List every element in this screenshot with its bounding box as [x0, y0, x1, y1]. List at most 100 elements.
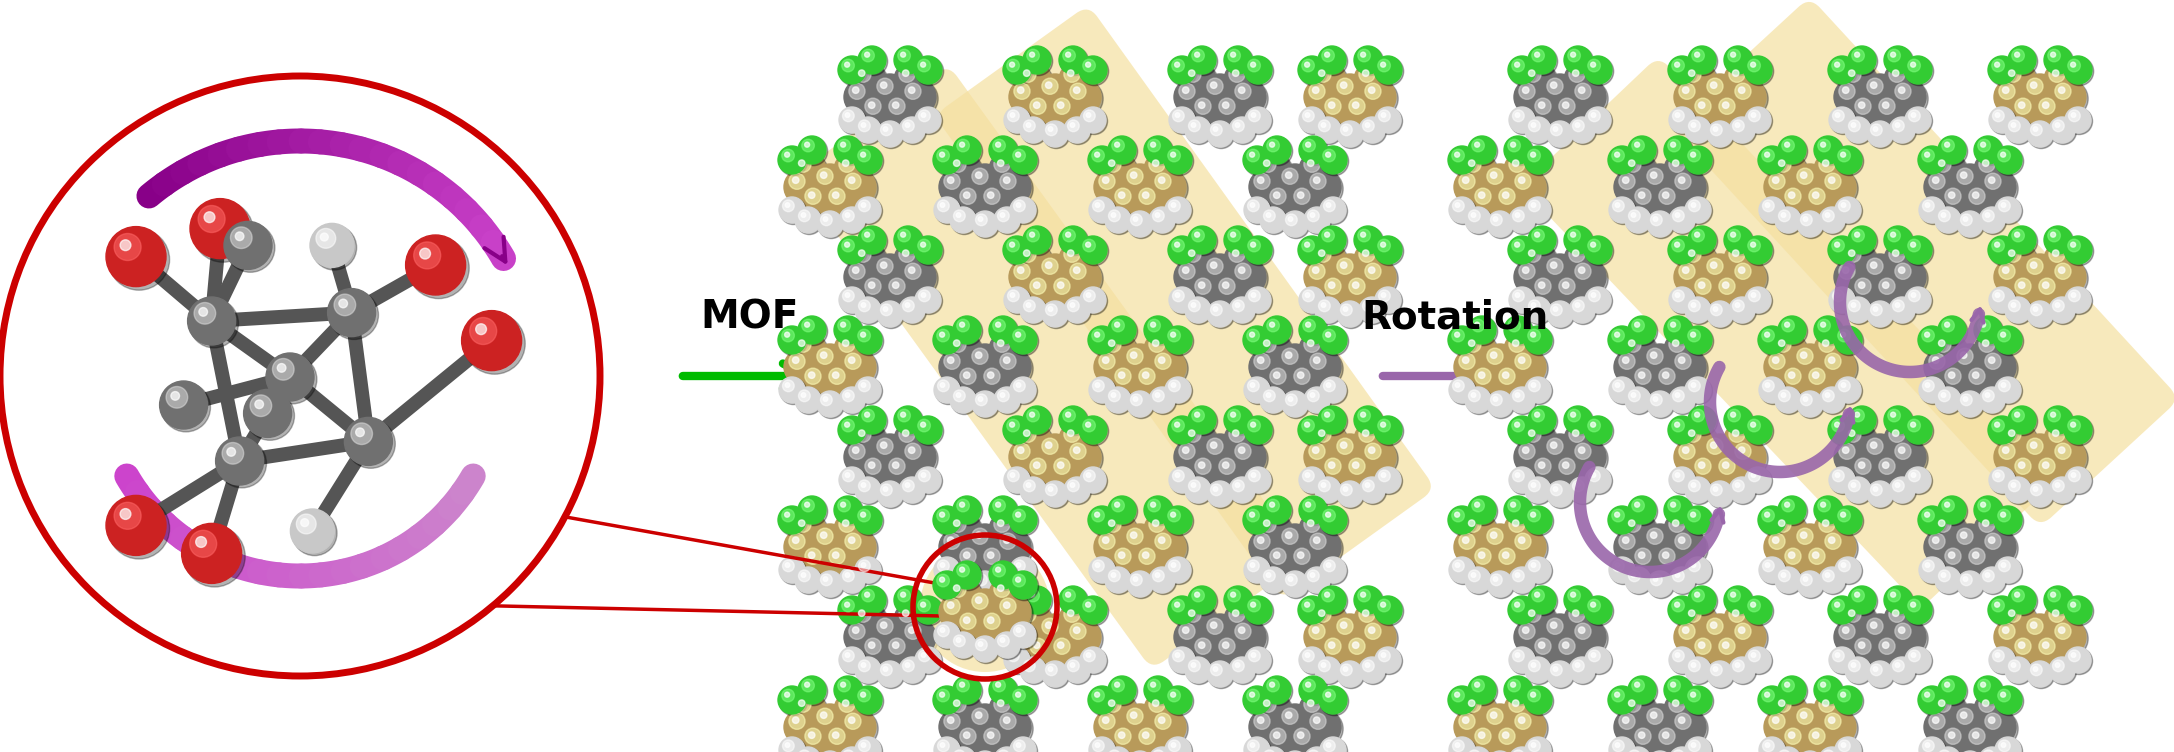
Circle shape [1300, 332, 1335, 368]
Circle shape [315, 229, 335, 248]
Circle shape [2004, 426, 2022, 442]
Circle shape [1670, 322, 1676, 327]
Circle shape [1774, 336, 1791, 353]
Circle shape [1459, 713, 1476, 729]
Circle shape [1833, 650, 1844, 662]
Circle shape [1135, 184, 1170, 220]
Circle shape [1870, 304, 1883, 316]
Circle shape [1087, 473, 1091, 478]
Circle shape [978, 364, 1015, 400]
Circle shape [989, 512, 1024, 548]
Circle shape [1785, 548, 1800, 564]
Circle shape [961, 728, 976, 744]
Circle shape [1283, 348, 1298, 364]
Circle shape [1304, 207, 1330, 233]
Circle shape [846, 713, 861, 729]
Circle shape [967, 705, 1004, 742]
Circle shape [1070, 663, 1074, 668]
Circle shape [833, 372, 839, 378]
Circle shape [1020, 477, 1046, 503]
Circle shape [1867, 482, 1894, 508]
Circle shape [2035, 456, 2072, 492]
Circle shape [1254, 713, 1270, 729]
Circle shape [1852, 96, 1889, 132]
Circle shape [1059, 422, 1096, 458]
Circle shape [1891, 430, 1898, 436]
Circle shape [954, 562, 983, 590]
Circle shape [915, 107, 941, 133]
Circle shape [2028, 122, 2054, 149]
Circle shape [1470, 317, 1498, 346]
Circle shape [1317, 120, 1330, 132]
Circle shape [1302, 239, 1315, 252]
Circle shape [994, 336, 1011, 353]
Circle shape [1454, 562, 1459, 568]
Circle shape [1022, 298, 1048, 325]
Circle shape [1211, 484, 1222, 496]
Circle shape [1213, 307, 1217, 311]
Circle shape [1574, 263, 1591, 279]
Circle shape [1211, 442, 1217, 448]
Circle shape [1367, 87, 1374, 93]
Circle shape [1574, 83, 1591, 99]
Circle shape [1257, 514, 1294, 550]
Circle shape [1298, 596, 1326, 624]
Circle shape [1911, 293, 1915, 297]
Circle shape [1261, 208, 1287, 235]
Circle shape [850, 242, 887, 278]
Circle shape [1789, 552, 1796, 559]
Circle shape [311, 223, 354, 268]
Circle shape [1361, 79, 1396, 115]
Circle shape [1759, 686, 1787, 714]
Circle shape [2035, 454, 2070, 490]
Circle shape [1502, 372, 1509, 378]
Circle shape [1837, 149, 1850, 162]
Circle shape [1839, 623, 1854, 639]
Circle shape [804, 188, 822, 205]
Circle shape [1317, 46, 1346, 74]
Circle shape [996, 529, 1030, 565]
Circle shape [835, 152, 870, 188]
Circle shape [1511, 502, 1515, 507]
Circle shape [1089, 377, 1115, 403]
Circle shape [1800, 574, 1813, 586]
Circle shape [1170, 648, 1196, 675]
Circle shape [1709, 482, 1735, 508]
Circle shape [278, 363, 287, 372]
Circle shape [1017, 267, 1024, 274]
Circle shape [1317, 70, 1324, 77]
Circle shape [991, 578, 1026, 615]
Circle shape [1837, 329, 1850, 342]
Circle shape [780, 738, 807, 752]
Circle shape [1172, 239, 1185, 252]
Circle shape [996, 596, 1033, 632]
Circle shape [1691, 152, 1696, 157]
Circle shape [1054, 458, 1070, 475]
Circle shape [1911, 242, 1915, 247]
Circle shape [1530, 274, 1565, 310]
Circle shape [1789, 372, 1796, 378]
Circle shape [1937, 208, 1963, 235]
Circle shape [1854, 638, 1872, 654]
Circle shape [837, 56, 865, 84]
Circle shape [1974, 676, 2002, 704]
Circle shape [1978, 336, 1996, 353]
Circle shape [1041, 661, 1067, 687]
Circle shape [861, 96, 898, 132]
Circle shape [959, 502, 965, 507]
Circle shape [1096, 562, 1100, 568]
Circle shape [1337, 662, 1365, 689]
Circle shape [861, 454, 896, 490]
Circle shape [1626, 568, 1652, 595]
Circle shape [1494, 364, 1530, 400]
Circle shape [1524, 326, 1552, 354]
Circle shape [1672, 59, 1685, 72]
Circle shape [1874, 487, 1878, 491]
Circle shape [1104, 207, 1130, 233]
Circle shape [1522, 244, 1559, 280]
Circle shape [802, 499, 815, 512]
Circle shape [785, 171, 822, 207]
Circle shape [954, 340, 961, 347]
Circle shape [939, 562, 946, 568]
Circle shape [1322, 456, 1359, 492]
